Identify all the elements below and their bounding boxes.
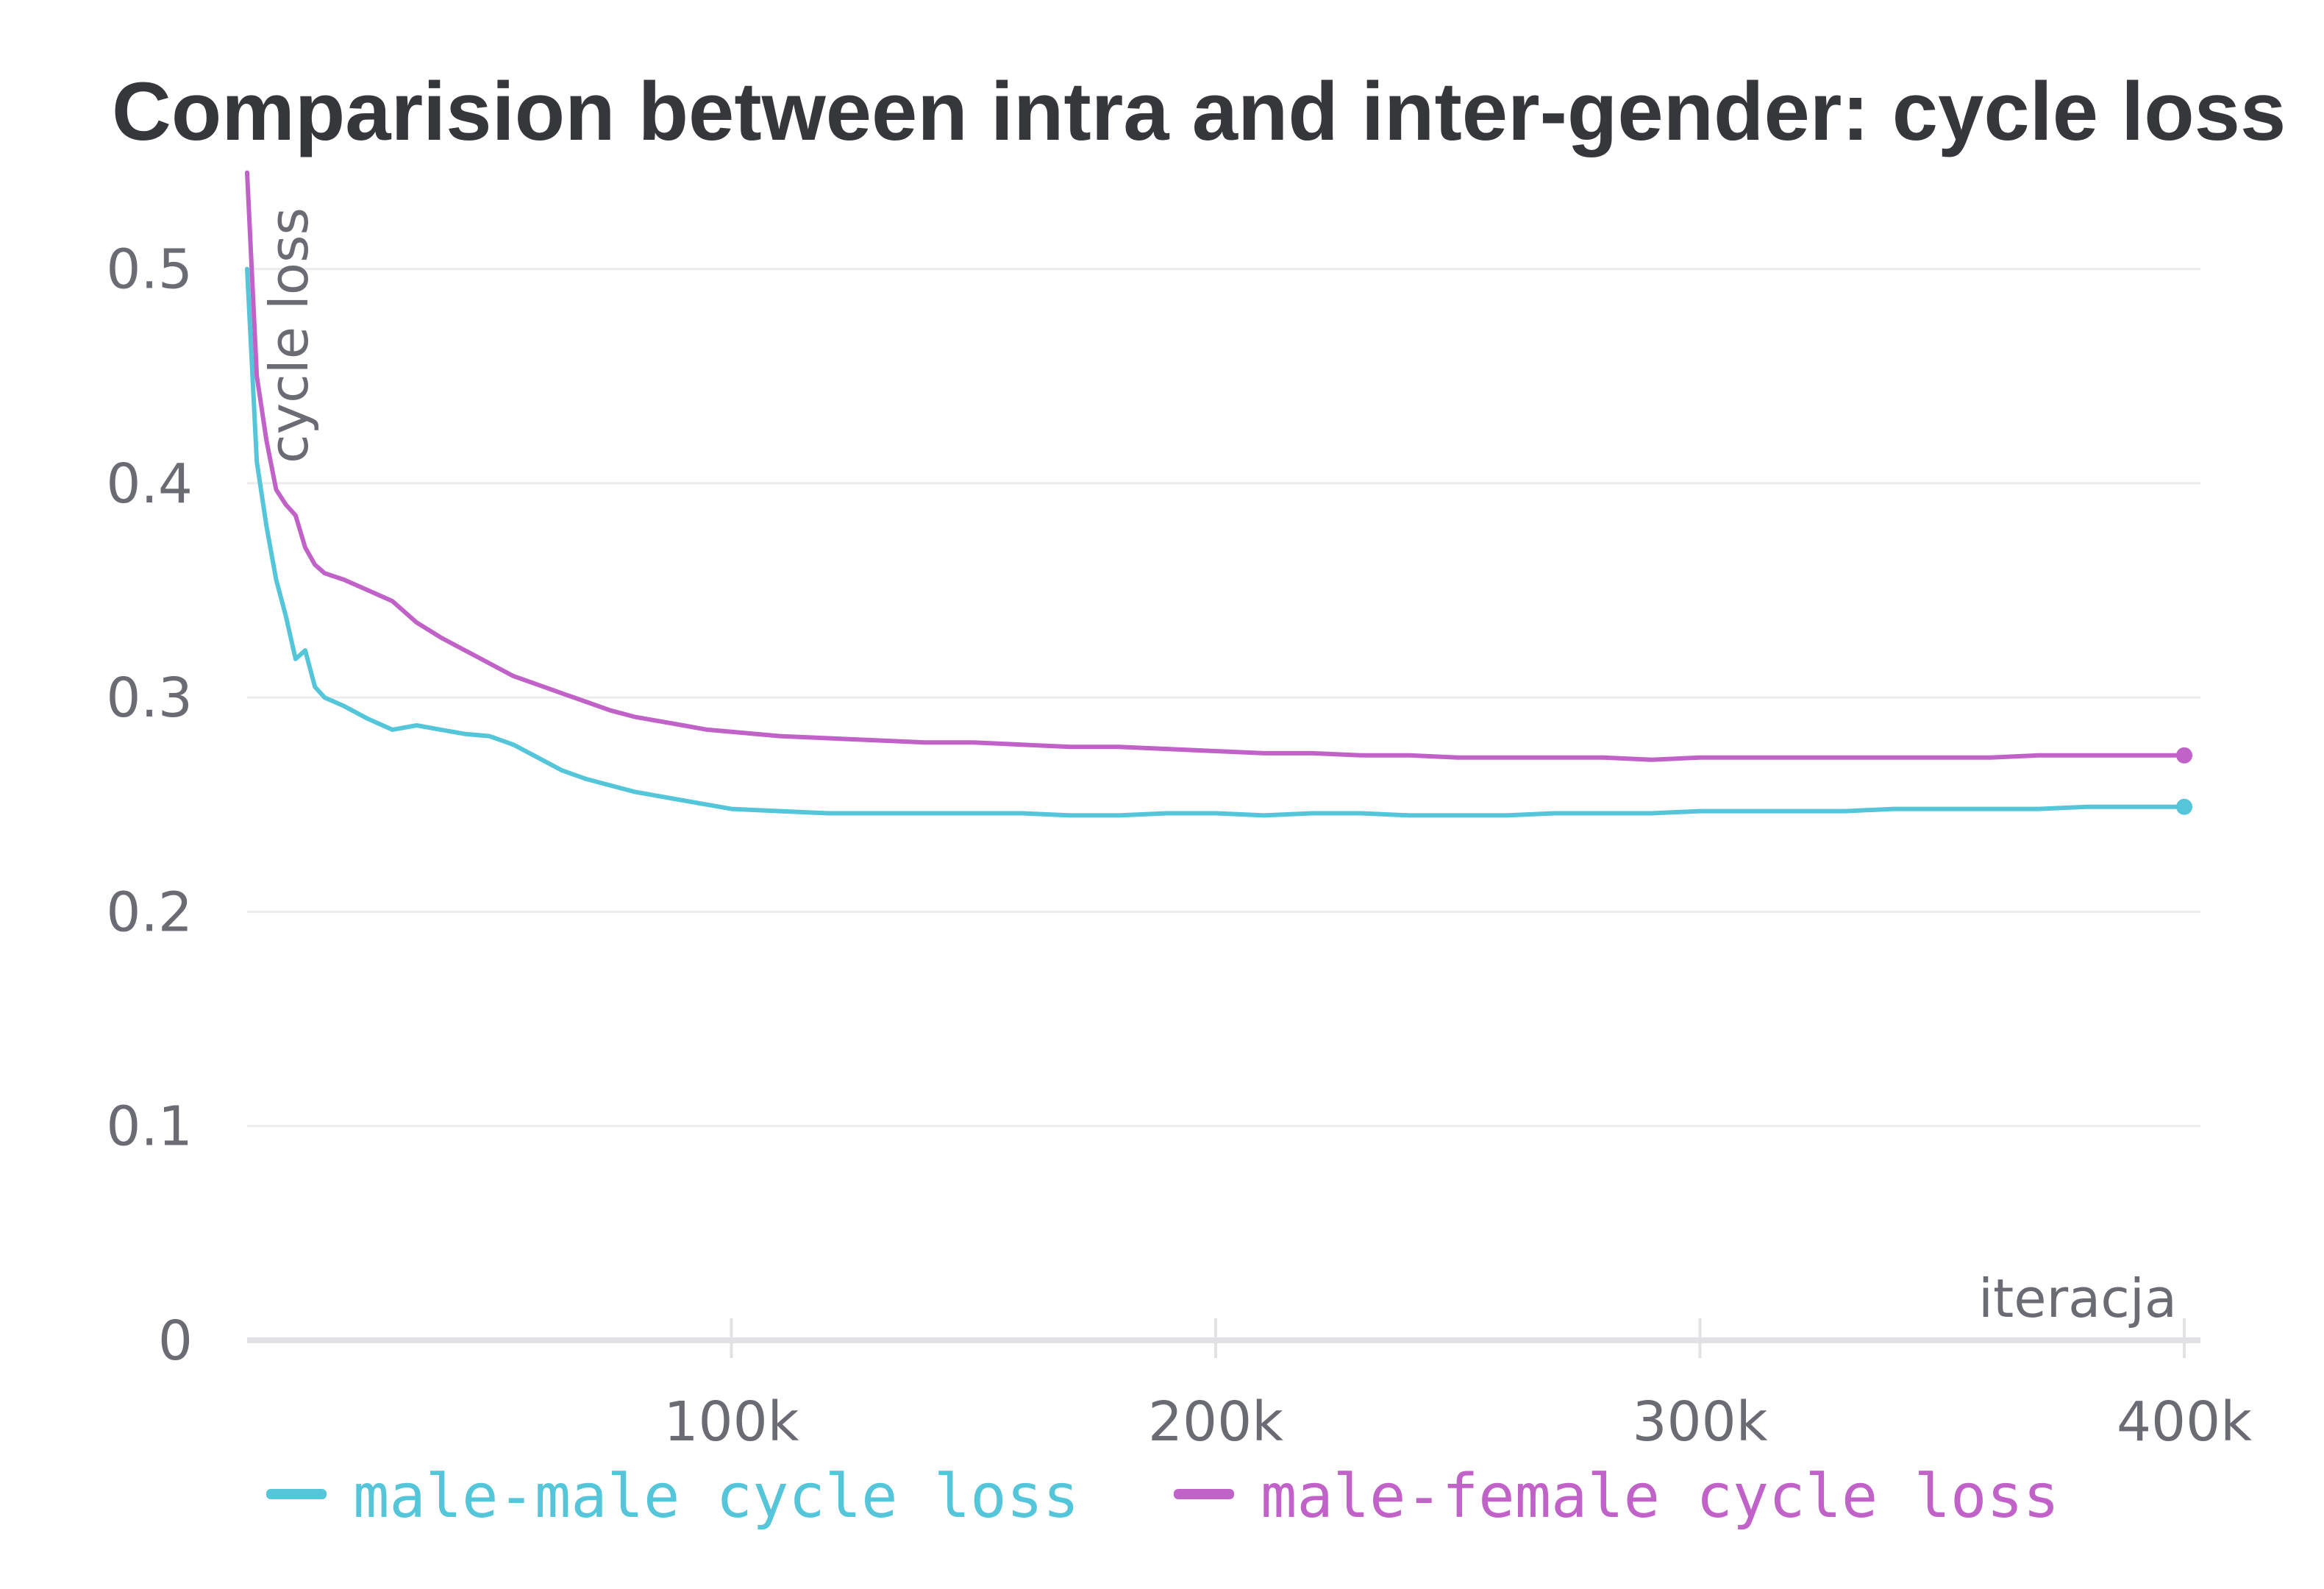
y-tick-label: 0.2	[106, 881, 193, 944]
x-tick-label: 100k	[663, 1390, 799, 1454]
x-axis-label: iteracja	[1978, 1268, 2177, 1329]
y-tick-label: 0.4	[106, 452, 193, 516]
series-line-0	[245, 266, 2186, 818]
y-tick-label: 0.1	[106, 1095, 193, 1159]
x-tick-label: 400k	[2117, 1390, 2252, 1454]
legend: male-male cycle loss male-female cycle lo…	[266, 1462, 2059, 1532]
series-lines	[245, 170, 2192, 818]
legend-label: male-female cycle loss	[1261, 1462, 2059, 1532]
y-tick-label: 0.3	[106, 666, 193, 730]
y-tick-label: 0	[158, 1309, 193, 1373]
x-tick-label: 200k	[1148, 1390, 1283, 1454]
series-line-1	[245, 170, 2186, 762]
legend-swatch	[1174, 1489, 1234, 1499]
legend-swatch	[266, 1489, 327, 1499]
y-axis-label: cycle loss	[258, 207, 320, 463]
series-end-marker-0	[2176, 798, 2192, 815]
x-axis-ticks: 100k 200k 300k 400k	[663, 1318, 2252, 1454]
series-end-marker-1	[2176, 747, 2192, 764]
y-axis-ticks: 0 0.1 0.2 0.3 0.4 0.5	[106, 238, 193, 1373]
chart-title: Comparision between intra and inter-gend…	[112, 65, 2286, 157]
x-tick-label: 300k	[1632, 1390, 1767, 1454]
grid-lines	[247, 268, 2200, 1128]
legend-label: male-male cycle loss	[353, 1462, 1079, 1532]
y-tick-label: 0.5	[106, 238, 193, 302]
